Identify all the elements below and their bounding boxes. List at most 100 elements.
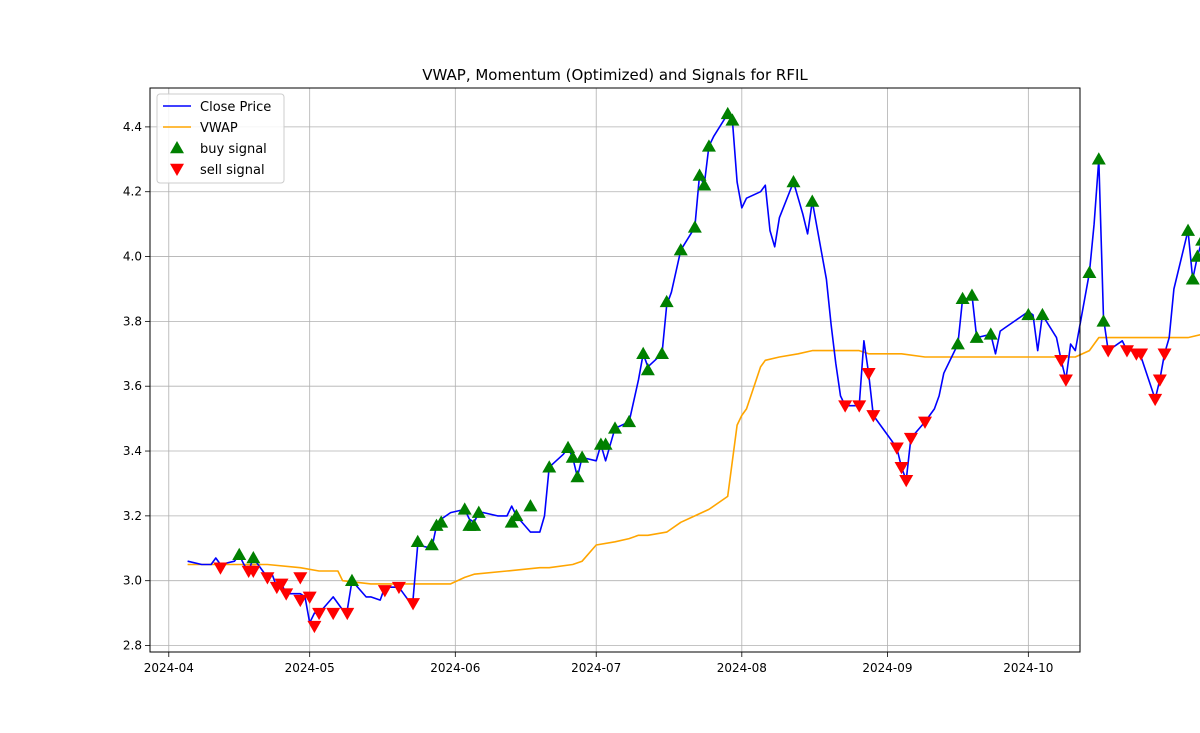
buy-signal-marker (598, 437, 613, 450)
sell-signal-marker (307, 620, 322, 634)
buy-signal-marker (805, 194, 820, 207)
sell-signal-marker (260, 572, 275, 585)
sell-signal-marker (1134, 348, 1149, 361)
buy-signal-marker (457, 502, 472, 515)
buy-signal-marker (504, 515, 519, 528)
buy-signal-marker (622, 414, 637, 428)
buy-signal-marker (1035, 307, 1050, 321)
buy-signal-marker (608, 421, 622, 434)
sell-signal-marker (903, 432, 918, 446)
buy-signal-marker (950, 337, 965, 350)
sell-signal-marker (1152, 374, 1167, 387)
buy-signal-marker (434, 515, 449, 528)
sell-signal-marker (894, 461, 909, 475)
y-tick-label: 2.8 (123, 639, 142, 653)
buy-signal-marker (654, 346, 669, 360)
sell-signal-marker (274, 578, 289, 591)
sell-signal-marker (1157, 348, 1172, 361)
buy-signal-marker (955, 291, 970, 304)
sell-signal-marker (377, 585, 392, 598)
plot-area (150, 88, 1080, 652)
x-axis-ticks: 2024-04 2024-05 2024-06 2024-07 2024-08 2024-… (144, 652, 1053, 675)
sell-signal-marker (293, 572, 308, 585)
buy-signal-marker (786, 175, 801, 188)
x-tick-label: 2024-09 (862, 661, 912, 675)
legend-close-price-label: Close Price (200, 100, 271, 115)
sell-signal-series (213, 345, 1172, 634)
x-tick-label: 2024-06 (430, 661, 480, 675)
legend-buy-signal-label: buy signal (200, 142, 267, 157)
buy-signal-marker (1190, 249, 1200, 262)
vwap-series (187, 333, 1200, 585)
sell-signal-marker (391, 581, 406, 595)
buy-signal-marker (561, 440, 576, 454)
sell-signal-marker (918, 416, 932, 429)
sell-signal-marker (279, 588, 294, 601)
buy-signal-marker (424, 538, 439, 551)
buy-signal-marker (673, 243, 688, 256)
sell-signal-marker (861, 367, 876, 381)
sell-signal-marker (406, 598, 421, 611)
buy-signal-marker (1185, 272, 1200, 285)
buy-signal-marker (1021, 307, 1036, 321)
sell-signal-marker (899, 474, 914, 488)
buy-signal-marker (659, 294, 674, 308)
buy-signal-marker (964, 288, 979, 301)
chart-title: VWAP, Momentum (Optimized) and Signals f… (422, 66, 808, 84)
buy-signal-marker (575, 450, 590, 463)
buy-signal-marker (701, 139, 716, 152)
buy-signal-marker (467, 518, 482, 531)
legend: Close Price VWAP buy signal sell signal (156, 93, 285, 184)
buy-signal-marker (640, 363, 655, 376)
legend-sell-signal-label: sell signal (200, 163, 265, 178)
y-tick-label: 3.0 (123, 574, 142, 588)
x-tick-label: 2024-08 (717, 661, 767, 675)
sell-signal-marker (302, 591, 317, 604)
buy-signal-marker (725, 113, 740, 126)
vwap-line (187, 333, 1200, 585)
buy-signal-marker (697, 178, 712, 191)
buy-signal-marker (570, 469, 585, 483)
buy-signal-marker (471, 505, 486, 518)
y-tick-label: 4.4 (123, 120, 142, 134)
sell-signal-marker (1058, 374, 1073, 387)
x-tick-label: 2024-10 (1003, 661, 1053, 675)
plot-frame (149, 87, 1081, 653)
legend-box (156, 93, 285, 184)
buy-signal-marker (246, 551, 261, 564)
sell-signal-marker (312, 607, 327, 621)
legend-vwap-label: VWAP (200, 121, 238, 136)
grid-lines (150, 88, 1080, 652)
sell-signal-marker (1148, 393, 1163, 407)
y-tick-label: 3.2 (123, 509, 142, 523)
buy-signal-marker (636, 346, 651, 360)
x-tick-label: 2024-04 (144, 661, 194, 675)
sell-signal-marker (1119, 345, 1134, 358)
sell-signal-marker (246, 565, 261, 578)
buy-signal-marker (523, 499, 538, 512)
buy-signal-marker (687, 220, 702, 233)
buy-signal-marker (542, 460, 557, 473)
legend-sell-signal-swatch (170, 163, 184, 176)
sell-signal-marker (889, 442, 904, 455)
y-tick-label: 4.2 (123, 185, 142, 199)
buy-signal-marker (1181, 223, 1196, 236)
legend-buy-signal-swatch (170, 141, 184, 154)
x-tick-label: 2024-07 (571, 661, 621, 675)
buy-signal-marker (1096, 314, 1111, 327)
buy-signal-marker (969, 330, 984, 343)
buy-signal-series (232, 106, 1200, 586)
sell-signal-marker (213, 562, 228, 575)
buy-signal-marker (344, 573, 359, 586)
sell-signal-marker (293, 594, 308, 608)
sell-signal-marker (326, 607, 341, 621)
sell-signal-marker (838, 400, 853, 413)
buy-signal-marker (232, 547, 247, 561)
sell-signal-marker (852, 400, 867, 413)
sell-signal-marker (866, 410, 881, 423)
buy-signal-marker (1091, 152, 1106, 165)
sell-signal-marker (1054, 355, 1069, 368)
y-tick-label: 3.8 (123, 314, 142, 328)
buy-signal-marker (983, 327, 998, 340)
